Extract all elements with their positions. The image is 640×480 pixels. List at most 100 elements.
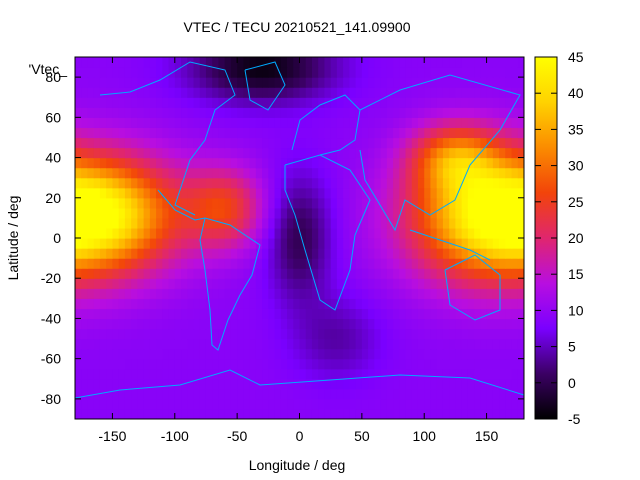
heatmap-cell	[249, 338, 257, 350]
heatmap-cell	[343, 358, 350, 370]
heatmap-cell	[442, 227, 450, 239]
heatmap-cell	[199, 378, 207, 390]
heatmap-cell	[268, 227, 276, 239]
heatmap-cell	[455, 368, 463, 380]
heatmap-cell	[249, 217, 257, 229]
heatmap-cell	[112, 278, 120, 289]
heatmap-cell	[118, 217, 126, 229]
heatmap-cell	[118, 318, 126, 330]
heatmap-cell	[168, 97, 176, 108]
heatmap-cell	[499, 137, 506, 149]
heatmap-cell	[124, 278, 132, 289]
heatmap-cell	[118, 57, 126, 68]
heatmap-cell	[455, 298, 463, 309]
heatmap-cell	[336, 268, 344, 279]
heatmap-cell	[417, 137, 425, 149]
heatmap-cell	[442, 358, 450, 370]
heatmap-cell	[131, 308, 138, 320]
heatmap-cell	[449, 268, 457, 279]
heatmap-cell	[330, 258, 338, 269]
heatmap-cell	[106, 77, 114, 88]
heatmap-cell	[212, 318, 220, 330]
heatmap-cell	[212, 117, 220, 128]
heatmap-cell	[436, 318, 444, 330]
heatmap-cell	[205, 167, 213, 179]
heatmap-cell	[243, 157, 251, 169]
heatmap-cell	[386, 338, 394, 350]
heatmap-cell	[224, 388, 232, 400]
heatmap-cell	[455, 388, 463, 400]
heatmap-cell	[143, 278, 151, 289]
heatmap-cell	[492, 328, 500, 340]
heatmap-cell	[511, 117, 519, 128]
heatmap-cell	[480, 217, 488, 229]
heatmap-cell	[480, 97, 488, 108]
heatmap-cell	[424, 328, 432, 340]
heatmap-cell	[336, 358, 344, 370]
heatmap-cell	[461, 288, 469, 299]
heatmap-cell	[280, 87, 288, 98]
heatmap-cell	[486, 127, 494, 139]
heatmap-cell	[156, 57, 163, 68]
antarctica-coast	[75, 369, 524, 399]
heatmap-cell	[205, 378, 213, 390]
heatmap-cell	[492, 388, 500, 400]
heatmap-cell	[131, 388, 138, 400]
heatmap-cell	[299, 348, 307, 360]
heatmap-cell	[311, 147, 319, 159]
heatmap-cell	[318, 388, 326, 400]
heatmap-cell	[349, 318, 357, 330]
heatmap-cell	[305, 338, 313, 350]
heatmap-cell	[87, 318, 95, 330]
heatmap-cell	[417, 207, 425, 219]
heatmap-cell	[162, 378, 170, 390]
heatmap-cell	[349, 127, 357, 139]
heatmap-cell	[442, 127, 450, 139]
heatmap-cell	[162, 398, 170, 410]
heatmap-cell	[75, 87, 82, 98]
heatmap-cell	[181, 187, 188, 199]
heatmap-cell	[393, 197, 400, 209]
heatmap-cell	[411, 227, 419, 239]
heatmap-cell	[505, 157, 513, 169]
heatmap-cell	[324, 117, 332, 128]
heatmap-cell	[430, 197, 438, 209]
heatmap-cell	[436, 378, 444, 390]
heatmap-cell	[87, 217, 95, 229]
heatmap-cell	[299, 87, 307, 98]
heatmap-cell	[355, 227, 363, 239]
heatmap-cell	[436, 147, 444, 159]
heatmap-cell	[287, 318, 294, 330]
heatmap-cell	[87, 288, 95, 299]
heatmap-cell	[430, 318, 438, 330]
heatmap-cell	[405, 147, 413, 159]
heatmap-cell	[99, 217, 107, 229]
heatmap-cell	[212, 87, 220, 98]
heatmap-cell	[430, 358, 438, 370]
heatmap-cell	[149, 137, 157, 149]
heatmap-cell	[336, 67, 344, 78]
heatmap-cell	[87, 97, 95, 108]
heatmap-cell	[174, 388, 182, 400]
heatmap-cell	[255, 197, 263, 209]
indonesia-coast	[409, 229, 491, 261]
heatmap-cell	[343, 67, 350, 78]
heatmap-cell	[212, 147, 220, 159]
heatmap-cell	[218, 288, 226, 299]
heatmap-cell	[411, 308, 419, 320]
heatmap-cell	[131, 87, 138, 98]
heatmap-cell	[93, 258, 101, 269]
heatmap-cell	[106, 217, 114, 229]
heatmap-cell	[336, 298, 344, 309]
heatmap-cell	[199, 368, 207, 380]
heatmap-cell	[399, 167, 407, 179]
heatmap-cell	[480, 57, 488, 68]
heatmap-cell	[287, 368, 294, 380]
heatmap-cell	[249, 227, 257, 239]
heatmap-cell	[274, 328, 282, 340]
heatmap-cell	[411, 127, 419, 139]
heatmap-cell	[193, 258, 201, 269]
heatmap-cell	[174, 127, 182, 139]
heatmap-cell	[442, 77, 450, 88]
heatmap-cell	[355, 197, 363, 209]
